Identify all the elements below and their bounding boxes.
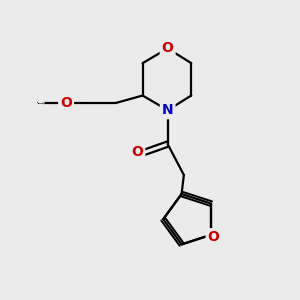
Text: O: O (131, 146, 143, 159)
Text: O: O (208, 230, 220, 244)
Text: N: N (162, 103, 173, 117)
Text: O: O (60, 96, 72, 110)
Text: O: O (162, 41, 174, 56)
Text: methoxy: methoxy (38, 102, 44, 104)
Text: O: O (37, 102, 38, 103)
